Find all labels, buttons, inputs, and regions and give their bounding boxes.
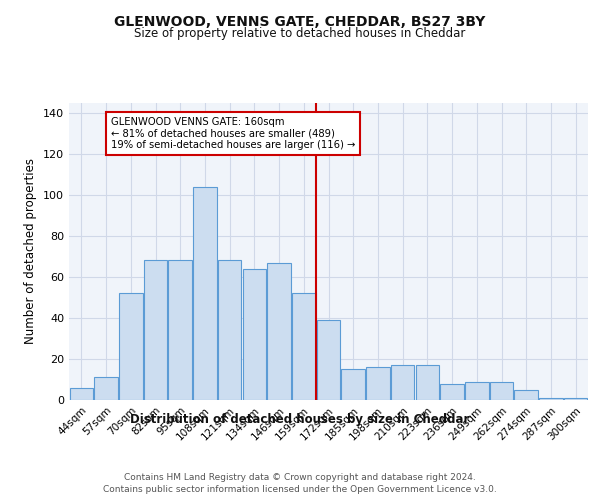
Bar <box>465 382 488 400</box>
Bar <box>193 186 217 400</box>
Bar <box>440 384 464 400</box>
Text: Size of property relative to detached houses in Cheddar: Size of property relative to detached ho… <box>134 28 466 40</box>
Bar <box>391 365 415 400</box>
Bar <box>564 398 587 400</box>
Bar <box>144 260 167 400</box>
Bar <box>218 260 241 400</box>
Bar <box>119 294 143 400</box>
Bar <box>317 320 340 400</box>
Bar <box>268 262 291 400</box>
Text: Contains HM Land Registry data © Crown copyright and database right 2024.: Contains HM Land Registry data © Crown c… <box>124 472 476 482</box>
Y-axis label: Number of detached properties: Number of detached properties <box>25 158 37 344</box>
Bar <box>539 398 563 400</box>
Text: Distribution of detached houses by size in Cheddar: Distribution of detached houses by size … <box>130 412 470 426</box>
Bar <box>169 260 192 400</box>
Bar <box>341 369 365 400</box>
Bar <box>292 294 316 400</box>
Bar <box>70 388 93 400</box>
Bar <box>514 390 538 400</box>
Bar <box>94 378 118 400</box>
Text: GLENWOOD VENNS GATE: 160sqm
← 81% of detached houses are smaller (489)
19% of se: GLENWOOD VENNS GATE: 160sqm ← 81% of det… <box>111 117 355 150</box>
Text: GLENWOOD, VENNS GATE, CHEDDAR, BS27 3BY: GLENWOOD, VENNS GATE, CHEDDAR, BS27 3BY <box>115 15 485 29</box>
Bar <box>490 382 513 400</box>
Bar <box>242 268 266 400</box>
Text: Contains public sector information licensed under the Open Government Licence v3: Contains public sector information licen… <box>103 485 497 494</box>
Bar <box>416 365 439 400</box>
Bar <box>366 367 389 400</box>
